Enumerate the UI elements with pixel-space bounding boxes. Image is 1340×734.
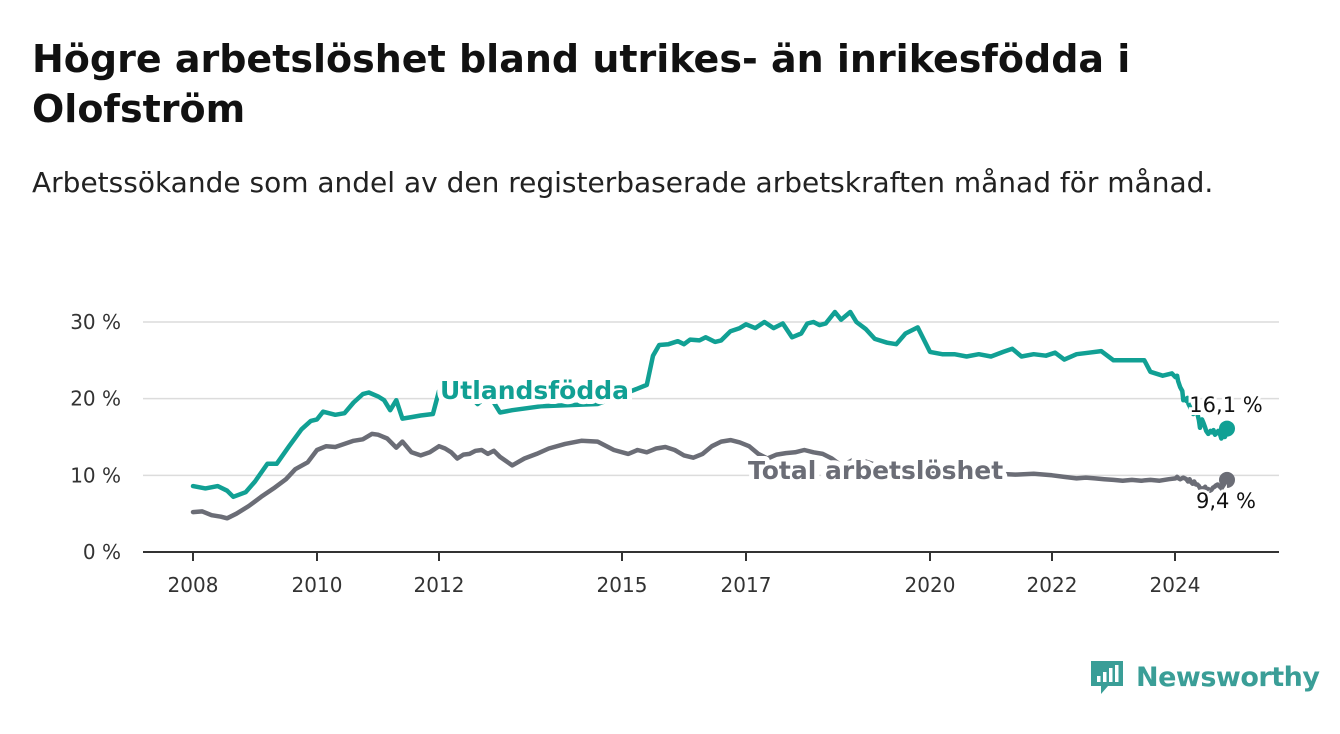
x-tick-label: 2017	[721, 573, 772, 597]
x-tick-label: 2015	[597, 573, 648, 597]
series-line-1	[190, 431, 1230, 521]
brand-logo[interactable]: Newsworthy	[1088, 658, 1320, 696]
brand-name: Newsworthy	[1136, 661, 1320, 693]
y-tick-label: 10 %	[70, 463, 121, 487]
series-end-point-1	[1219, 471, 1235, 488]
series-end-label-0: 16,1 %	[1189, 393, 1262, 417]
y-tick-label: 20 %	[70, 387, 121, 411]
x-tick-label: 2024	[1150, 573, 1201, 597]
x-tick-label: 2008	[168, 573, 219, 597]
series-end-point-0	[1219, 420, 1235, 437]
series-lines	[190, 309, 1235, 521]
gridlines	[143, 321, 1279, 477]
x-tick-label: 2012	[414, 573, 465, 597]
series-label-1: Total arbetslöshet	[748, 456, 1003, 485]
y-tick-label: 0 %	[83, 540, 121, 564]
series-label-0: Utlandsfödda	[440, 376, 629, 405]
series-end-label-1: 9,4 %	[1196, 489, 1256, 513]
line-chart: 0 % 10 % 20 % 30 % 2008 2010 2012 2015 2017 2020 2…	[70, 309, 1279, 597]
series-line-0	[190, 309, 1230, 500]
newsworthy-logo-icon	[1091, 661, 1123, 694]
x-tick-label: 2020	[905, 573, 956, 597]
y-tick-label: 30 %	[70, 310, 121, 334]
axes: 0 % 10 % 20 % 30 % 2008 2010 2012 2015 2017 2020 2…	[70, 310, 1279, 597]
x-tick-label: 2022	[1027, 573, 1078, 597]
chart-subtitle: Arbetssökande som andel av den registerb…	[32, 166, 1214, 199]
chart-title: Högre arbetslöshet bland utrikes- än inr…	[32, 37, 1131, 131]
x-tick-label: 2010	[292, 573, 343, 597]
series-labels: Utlandsfödda Total arbetslöshet 16,1 % 9,4 …	[435, 371, 1266, 516]
